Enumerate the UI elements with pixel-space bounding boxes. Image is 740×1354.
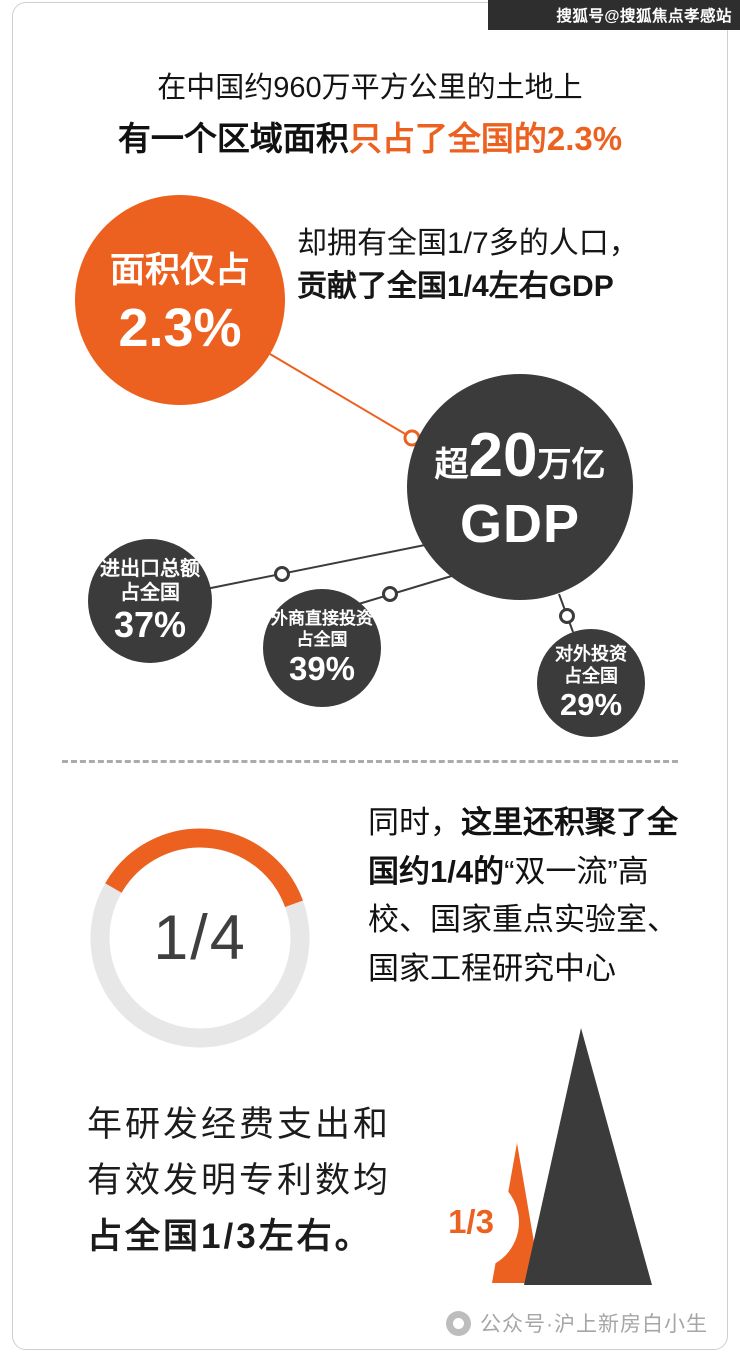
headline-line2-black: 有一个区域面积	[117, 120, 349, 157]
education-text: 同时，这里还积聚了全国约1/4的“双一流”高校、国家重点实验室、国家工程研究中心	[368, 799, 706, 993]
connector-dot-29	[559, 608, 575, 624]
stat-label: 外商直接投资	[271, 609, 373, 628]
one-third-badge: 1/3	[423, 1174, 519, 1270]
stat-label: 进出口总额	[100, 558, 200, 580]
gdp-bubble: 超20万亿 GDP	[407, 374, 633, 600]
stat-bubble-imports-exports: 进出口总额 占全国 37%	[88, 539, 212, 663]
gdp-bubble-label: GDP	[459, 493, 581, 554]
quarter-ring-value: 1/4	[153, 903, 247, 973]
education-part3: “双一流”高校、国家重点实验室、国家工程研究中心	[368, 853, 678, 986]
research-line2: 有效发明专利数均	[87, 1161, 392, 1200]
stat-bubble-outbound-investment: 对外投资 占全国 29%	[537, 629, 645, 737]
education-part1: 同时，	[368, 805, 461, 840]
headline-line2: 有一个区域面积只占了全国的2.3%	[0, 112, 740, 160]
connector-line-area-gdp	[269, 353, 413, 439]
connector-dot-37	[274, 566, 290, 582]
education-part2: 这里还积聚了全国约1/4的	[368, 805, 678, 889]
dashed-divider	[62, 760, 678, 763]
footer-watermark: 公众号·沪上新房白小生	[446, 1308, 708, 1338]
area-bubble-label: 面积仅占	[109, 250, 250, 290]
headline-line1: 在中国约960万平方公里的土地上	[157, 72, 583, 104]
intro-line1: 却拥有全国1/7多的人口，	[297, 227, 639, 260]
stat-sublabel: 占全国	[564, 666, 618, 686]
research-line1: 年研发经费支出和	[87, 1105, 392, 1144]
stat-value: 29%	[559, 687, 623, 722]
connector-line-gdp-37	[205, 544, 426, 590]
research-line3: 占全国1/3左右。	[87, 1217, 373, 1256]
stat-sublabel: 占全国	[120, 582, 180, 604]
intro-line2: 贡献了全国1/4左右GDP	[297, 270, 614, 303]
connector-line-gdp-39	[351, 574, 456, 607]
top-watermark-text: 搜狐号@搜狐焦点孝感站	[556, 8, 732, 25]
gdp-bubble-line1: 超20万亿	[435, 420, 606, 491]
footer-watermark-text: 公众号·沪上新房白小生	[480, 1313, 708, 1336]
gdp-prefix: 超	[434, 445, 469, 484]
stat-bubble-foreign-investment: 外商直接投资 占全国 39%	[263, 589, 381, 707]
stat-value: 39%	[288, 650, 356, 687]
headline-line2-orange: 只占了全国的2.3%	[348, 120, 623, 157]
top-watermark: 搜狐号@搜狐焦点孝感站	[488, 0, 740, 30]
stat-sublabel: 占全国	[296, 630, 348, 649]
gdp-suffix: 万亿	[537, 445, 606, 484]
connector-line-gdp-29	[558, 593, 574, 633]
gdp-value: 20	[468, 420, 538, 490]
camera-icon	[446, 1310, 471, 1336]
area-bubble: 面积仅占 2.3%	[75, 195, 285, 405]
intro-text: 却拥有全国1/7多的人口， 贡献了全国1/4左右GDP	[297, 222, 697, 308]
area-bubble-value: 2.3%	[118, 297, 242, 358]
research-text: 年研发经费支出和 有效发明专利数均 占全国1/3左右。	[87, 1097, 391, 1265]
connector-dot-39	[382, 586, 398, 602]
stat-value: 37%	[113, 604, 187, 645]
triangle-dark	[524, 1028, 652, 1285]
stat-label: 对外投资	[555, 644, 627, 664]
